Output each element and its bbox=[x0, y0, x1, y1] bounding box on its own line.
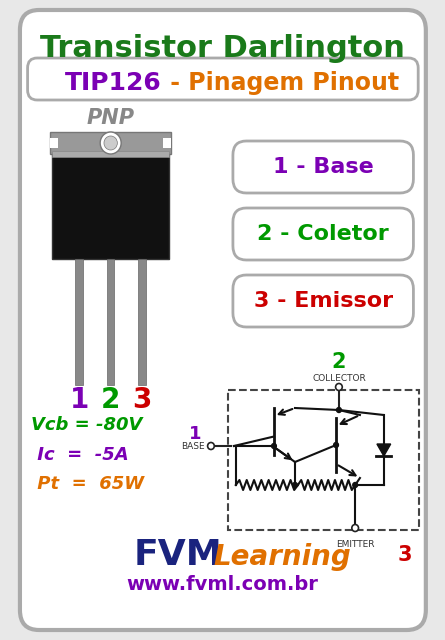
Text: Learning: Learning bbox=[214, 543, 352, 571]
Bar bbox=[50, 138, 58, 148]
Text: - Pinagem Pinout: - Pinagem Pinout bbox=[162, 71, 399, 95]
Bar bbox=[107, 259, 114, 385]
Circle shape bbox=[271, 444, 276, 449]
Text: Pt  =  65W: Pt = 65W bbox=[32, 475, 145, 493]
Text: 1: 1 bbox=[69, 386, 89, 414]
Text: 3: 3 bbox=[397, 545, 412, 565]
Text: Transistor Darlington: Transistor Darlington bbox=[40, 33, 405, 63]
Text: BASE: BASE bbox=[182, 442, 205, 451]
Bar bbox=[50, 132, 171, 154]
Circle shape bbox=[104, 136, 117, 150]
FancyBboxPatch shape bbox=[233, 208, 413, 260]
Circle shape bbox=[100, 132, 121, 154]
Bar bbox=[53, 154, 169, 259]
Bar bbox=[53, 151, 169, 157]
Bar bbox=[163, 138, 171, 148]
Text: FVM: FVM bbox=[133, 538, 222, 572]
FancyBboxPatch shape bbox=[20, 10, 426, 630]
Text: 2: 2 bbox=[332, 352, 346, 372]
Circle shape bbox=[334, 442, 339, 447]
Circle shape bbox=[336, 408, 341, 413]
Text: EMITTER: EMITTER bbox=[336, 540, 374, 549]
Circle shape bbox=[353, 483, 357, 488]
Text: 1: 1 bbox=[190, 425, 202, 443]
Text: TIP126: TIP126 bbox=[65, 71, 162, 95]
Circle shape bbox=[352, 525, 359, 531]
Text: 3: 3 bbox=[133, 386, 152, 414]
FancyBboxPatch shape bbox=[233, 275, 413, 327]
Text: 2 - Coletor: 2 - Coletor bbox=[257, 224, 389, 244]
Text: Ic  =  -5A: Ic = -5A bbox=[32, 446, 129, 464]
Bar bbox=[75, 259, 83, 385]
Circle shape bbox=[336, 383, 342, 390]
Text: 2: 2 bbox=[101, 386, 120, 414]
Text: www.fvml.com.br: www.fvml.com.br bbox=[126, 575, 318, 595]
FancyBboxPatch shape bbox=[233, 141, 413, 193]
Bar bbox=[228, 390, 419, 530]
Text: PNP: PNP bbox=[87, 108, 135, 128]
Polygon shape bbox=[377, 444, 391, 456]
Circle shape bbox=[208, 442, 214, 449]
Text: COLLECTOR: COLLECTOR bbox=[312, 374, 366, 383]
Text: 3 - Emissor: 3 - Emissor bbox=[254, 291, 393, 311]
Text: Vcb = -80V: Vcb = -80V bbox=[32, 416, 143, 434]
FancyBboxPatch shape bbox=[28, 58, 418, 100]
Text: 1 - Base: 1 - Base bbox=[273, 157, 373, 177]
Circle shape bbox=[293, 483, 297, 488]
Bar bbox=[138, 259, 146, 385]
